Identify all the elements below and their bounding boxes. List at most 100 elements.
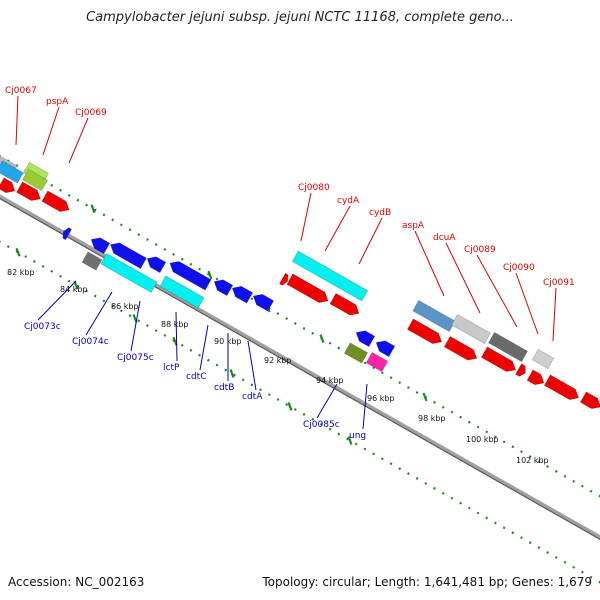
reverse-gene bbox=[110, 242, 147, 270]
major-tick bbox=[172, 336, 178, 346]
map-title: Campylobacter jejuni subsp. jejuni NCTC … bbox=[86, 10, 514, 25]
forward-gene bbox=[443, 335, 478, 361]
leader-layer bbox=[15, 95, 557, 430]
genome-backbone bbox=[0, 194, 600, 540]
major-tick bbox=[422, 392, 428, 402]
leader-line bbox=[358, 217, 383, 265]
leader-line bbox=[552, 287, 557, 342]
leader-line bbox=[247, 340, 257, 391]
forward-gene bbox=[286, 273, 329, 303]
gene-layer bbox=[0, 151, 600, 410]
kbp-label: 96 kbp bbox=[367, 394, 395, 403]
leader-line bbox=[316, 383, 338, 419]
major-tick bbox=[90, 204, 96, 214]
reverse-gene-label: Cj0073c bbox=[24, 322, 61, 332]
genome-backbone-edge bbox=[0, 197, 600, 541]
forward-gene-label: Cj0069 bbox=[75, 108, 107, 118]
major-tick bbox=[347, 436, 353, 445]
forward-gene bbox=[480, 346, 517, 372]
forward-gene bbox=[515, 363, 526, 377]
forward-gene-label: aspA bbox=[402, 221, 425, 231]
leader-line bbox=[199, 324, 209, 371]
reverse-gene bbox=[375, 340, 396, 358]
major-tick bbox=[319, 334, 325, 343]
leader-line bbox=[37, 280, 77, 321]
major-tick bbox=[287, 402, 293, 411]
forward-gene bbox=[279, 272, 289, 286]
kbp-label: 88 kbp bbox=[161, 320, 189, 329]
gene-block-cyan bbox=[291, 250, 369, 302]
leader-line bbox=[85, 291, 113, 336]
reverse-gene bbox=[169, 261, 212, 291]
gene-block-darkgrey bbox=[81, 251, 103, 271]
forward-gene bbox=[0, 177, 16, 194]
leader-line bbox=[414, 230, 445, 297]
forward-gene-label: Cj0067 bbox=[5, 86, 37, 96]
scale-row-outer bbox=[0, 154, 600, 498]
reverse-gene bbox=[213, 279, 234, 297]
gene-block-darkgrey bbox=[488, 331, 528, 363]
major-tick bbox=[207, 270, 213, 280]
gene-block-lightgrey bbox=[451, 313, 491, 345]
kbp-label: 82 kbp bbox=[7, 268, 35, 277]
gene-block-cyan bbox=[159, 275, 205, 309]
kbp-label: 100 kbp bbox=[466, 435, 499, 444]
backbone-layer bbox=[0, 194, 600, 541]
reverse-gene bbox=[355, 330, 376, 348]
gene-block-olive bbox=[343, 342, 369, 364]
reverse-gene bbox=[231, 285, 254, 304]
major-tick bbox=[229, 369, 235, 378]
gene-block-steelblue bbox=[412, 300, 456, 332]
forward-gene-label: dcuA bbox=[433, 233, 456, 243]
leader-line bbox=[68, 117, 89, 164]
reverse-gene-label: Cj0085c bbox=[303, 420, 340, 430]
leader-line bbox=[300, 192, 312, 242]
reverse-gene-label: cdtC bbox=[186, 372, 206, 382]
leader-line bbox=[42, 106, 60, 156]
leader-line bbox=[362, 383, 368, 430]
reverse-gene-label: cdtA bbox=[242, 392, 263, 402]
kbp-label: 86 kbp bbox=[111, 302, 139, 311]
forward-gene-label: Cj0080 bbox=[298, 183, 330, 193]
kbp-label: 94 kbp bbox=[316, 376, 344, 385]
leader-line bbox=[130, 300, 141, 352]
reverse-gene bbox=[90, 237, 111, 255]
gene-block-blue bbox=[0, 160, 24, 184]
leader-line bbox=[324, 205, 351, 252]
forward-gene-label: Cj0090 bbox=[503, 263, 535, 273]
kbp-label: 84 kbp bbox=[60, 285, 88, 294]
reverse-gene-label: Cj0074c bbox=[72, 337, 109, 347]
reverse-gene bbox=[62, 227, 72, 241]
tick-layer bbox=[0, 154, 600, 584]
reverse-gene-label: ung bbox=[349, 431, 366, 441]
label-layer: 82 kbp 84 kbp 86 kbp 88 kbp 90 kbp 92 kbp 94 k… bbox=[5, 86, 575, 465]
forward-gene bbox=[526, 369, 545, 386]
forward-gene-label: cydA bbox=[337, 196, 360, 206]
major-tick bbox=[15, 247, 21, 257]
leader-line bbox=[476, 254, 518, 328]
leader-line bbox=[515, 272, 539, 335]
forward-gene-label: Cj0089 bbox=[464, 245, 496, 255]
gene-block-green bbox=[22, 168, 48, 192]
kbp-label: 102 kbp bbox=[516, 456, 549, 465]
gene-block-cyan bbox=[100, 253, 158, 293]
kbp-label: 98 kbp bbox=[418, 414, 446, 423]
forward-gene bbox=[406, 318, 443, 344]
forward-gene bbox=[329, 292, 360, 316]
kbp-label: 90 kbp bbox=[214, 337, 242, 346]
forward-gene-label: Cj0091 bbox=[543, 278, 575, 288]
leader-line bbox=[445, 242, 481, 314]
forward-gene bbox=[16, 181, 41, 202]
forward-gene-label: cydB bbox=[369, 208, 391, 218]
reverse-gene-label: Cj0075c bbox=[117, 353, 154, 363]
footer-accession: Accession: NC_002163 bbox=[8, 575, 145, 589]
gene-block-lightgrey bbox=[531, 348, 555, 370]
kbp-label: 92 kbp bbox=[264, 356, 292, 365]
footer-stats: Topology: circular; Length: 1,641,481 bp… bbox=[262, 575, 592, 589]
forward-gene bbox=[579, 391, 600, 410]
reverse-gene bbox=[252, 293, 275, 312]
reverse-gene-label: lctP bbox=[163, 363, 180, 373]
forward-gene bbox=[41, 190, 70, 212]
forward-gene bbox=[543, 374, 580, 400]
